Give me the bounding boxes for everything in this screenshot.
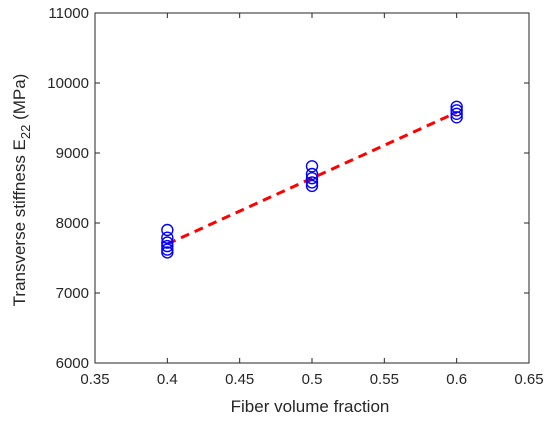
y-axis-label-subscript: 22 [18,125,33,139]
y-axis-label-unit: (MPa) [10,74,29,125]
data-point [450,107,463,121]
y-axis-label: Transverse stiffness E22 (MPa) [10,74,33,307]
data-point [305,167,319,181]
data-point [161,243,174,256]
data-marks [161,100,463,259]
x-tick-label: 0.6 [446,371,467,388]
x-tick-label: 0.5 [302,371,323,388]
data-point [161,236,174,249]
x-tick-label: 0.45 [225,371,254,388]
data-point [450,104,463,117]
y-axis-label-main: Transverse stiffness E [10,139,29,306]
y-tick-label: 8000 [56,215,89,232]
y-tick-label: 10000 [47,75,89,92]
data-point [305,179,319,193]
y-tick-label: 7000 [56,285,89,302]
x-tick-label: 0.65 [514,371,543,388]
y-tick-label: 11000 [48,5,89,22]
data-point [161,231,174,244]
x-tick-label: 0.55 [370,371,399,388]
data-point [305,160,319,173]
y-tick-label: 9000 [56,145,89,162]
fit-line [166,111,458,246]
x-axis-label: Fiber volume fraction [231,397,390,416]
x-tick-label: 0.35 [80,371,109,388]
data-point [161,223,174,237]
axes: 0.35 0.4 0.45 0.5 0.55 0.6 0.65 6000 7000 8000 900… [47,5,543,388]
data-point [305,171,319,185]
data-point [305,176,319,189]
y-tick-label: 6000 [56,355,89,372]
x-tick-label: 0.4 [157,371,178,388]
data-point [161,239,174,253]
data-point [450,100,463,114]
